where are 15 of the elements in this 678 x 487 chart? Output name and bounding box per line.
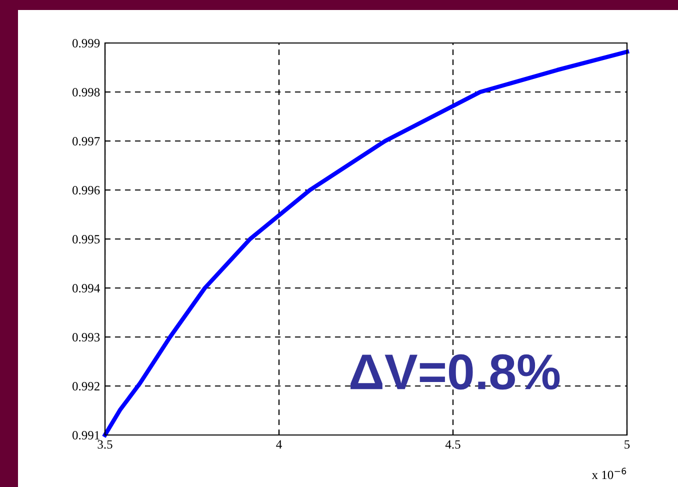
y-tick-label: 0.997 <box>72 137 100 146</box>
x-tick-label: 4 <box>276 440 282 449</box>
y-tick-label: 0.999 <box>72 39 100 48</box>
annotation: ΔV=0.8% <box>350 354 560 390</box>
x-tick-label: 5 <box>624 440 630 449</box>
text: x 10$^{−6}$ <box>592 468 626 480</box>
x-tick-label: 4.5 <box>445 440 460 449</box>
y-tick-label: 0.996 <box>72 186 100 195</box>
y-tick-label: 0.992 <box>72 382 100 391</box>
y-tick-label: 0.998 <box>72 88 100 97</box>
y-tick-label: 0.993 <box>72 333 100 342</box>
y-tick-label: 0.991 <box>72 431 100 440</box>
x-tick-label: 3.5 <box>98 440 112 449</box>
y-tick-label: 0.995 <box>72 235 100 244</box>
y-tick-label: 0.994 <box>72 284 100 293</box>
